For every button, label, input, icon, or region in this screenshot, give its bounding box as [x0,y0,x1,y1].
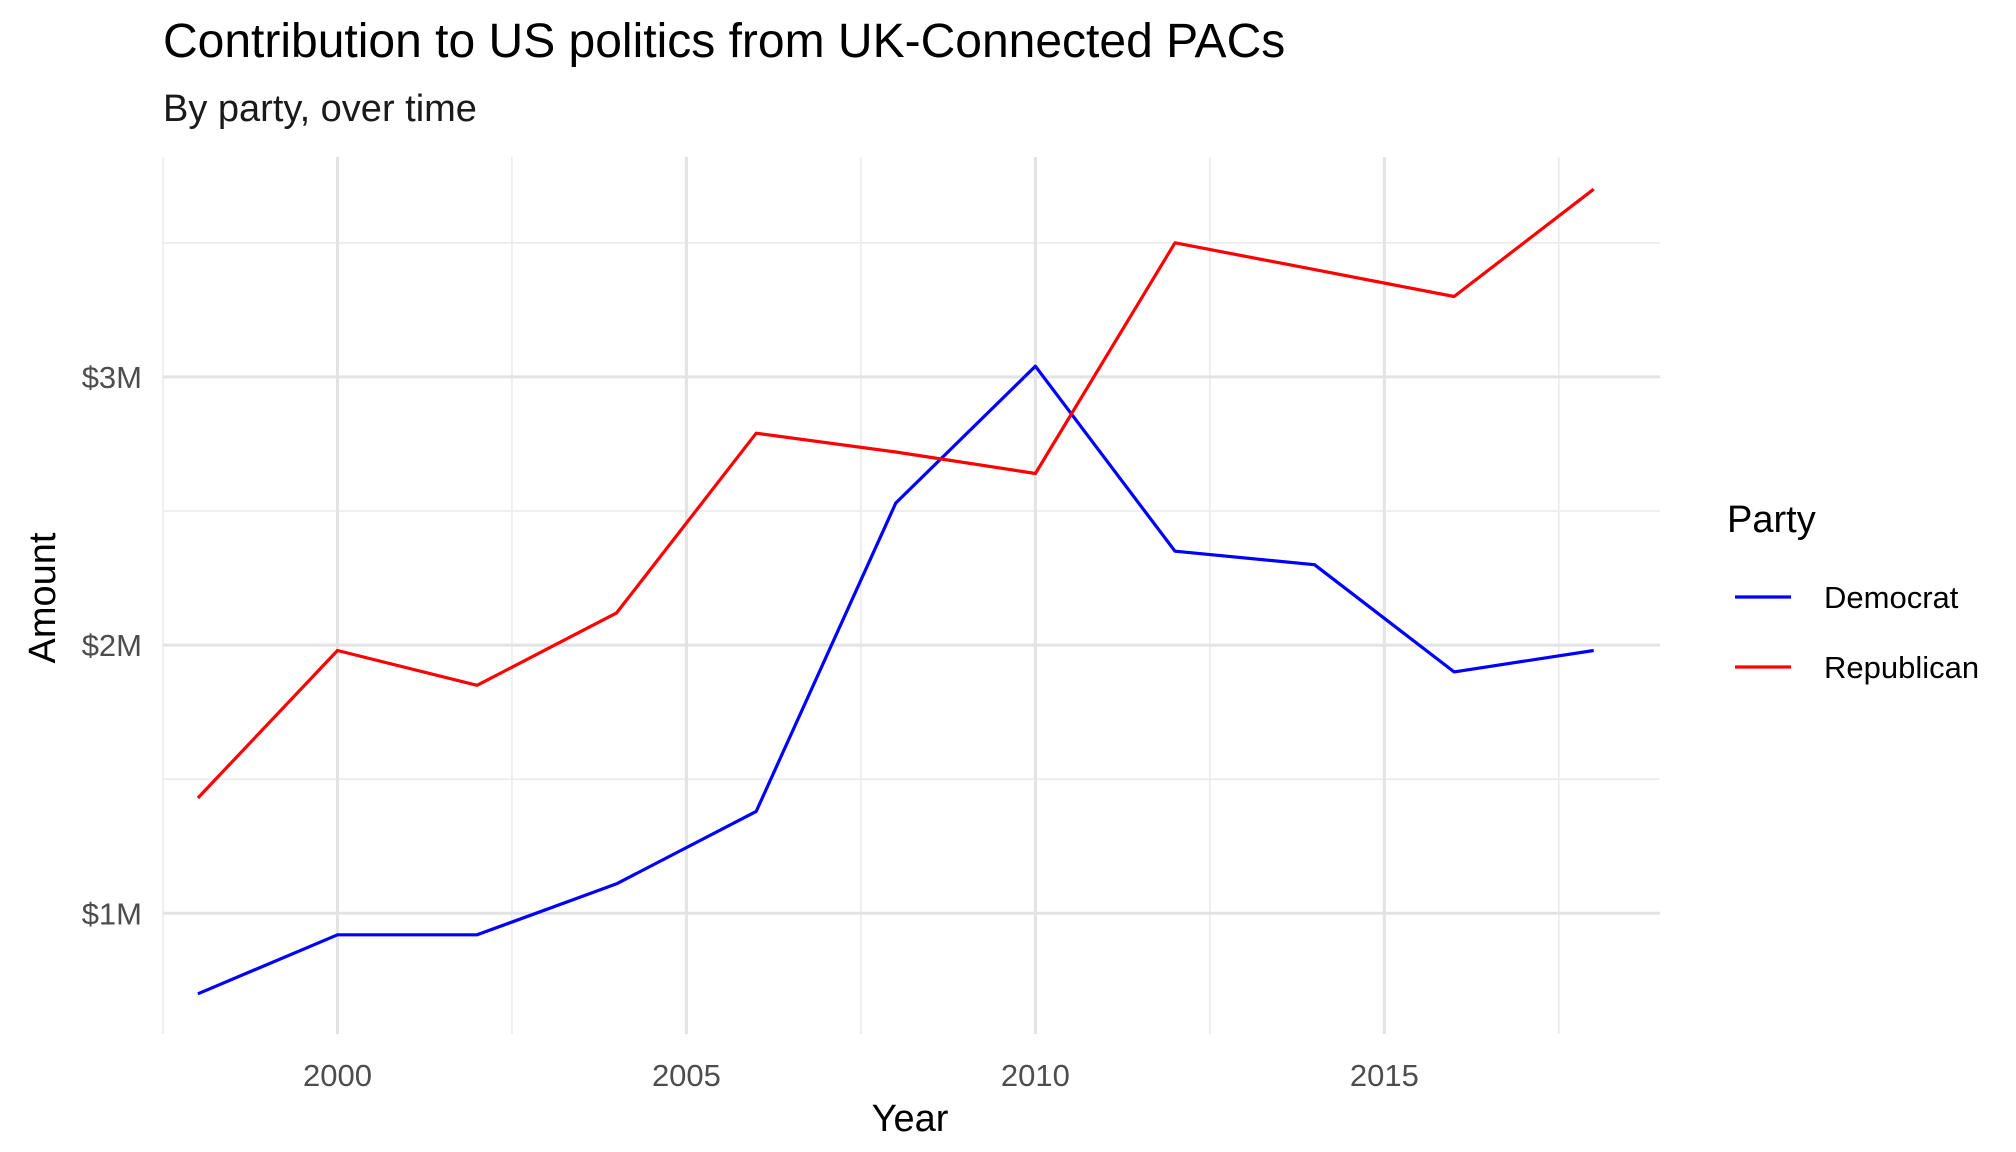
legend-label-republican: Republican [1824,650,1979,685]
minor-gridlines [162,157,1660,1034]
legend-label-democrat: Democrat [1824,580,1959,615]
x-tick-label: 2015 [1350,1058,1419,1093]
series-line-democrat [197,364,1594,996]
series-line-republican [196,187,1595,800]
x-tick-label: 2005 [652,1058,721,1093]
y-axis-title: Amount [22,532,64,663]
legend: Party Democrat Republican [1727,499,1979,685]
legend-title: Party [1727,499,1816,541]
x-tick-label: 2010 [1001,1058,1070,1093]
x-tick-label: 2000 [303,1058,372,1093]
x-axis-title: Year [872,1098,949,1140]
chart-title: Contribution to US politics from UK-Conn… [163,15,1286,68]
y-tick-label: $3M [82,360,142,395]
x-axis-tick-labels: 2000 2005 2010 2015 [303,1058,1419,1093]
chart-subtitle: By party, over time [163,88,477,130]
major-gridlines [163,157,1660,1034]
y-axis-tick-labels: $1M $2M $3M [82,360,142,931]
legend-items: Democrat Republican [1735,580,1979,685]
y-tick-label: $1M [82,896,142,931]
series-lines [196,187,1595,996]
y-tick-label: $2M [82,628,142,663]
